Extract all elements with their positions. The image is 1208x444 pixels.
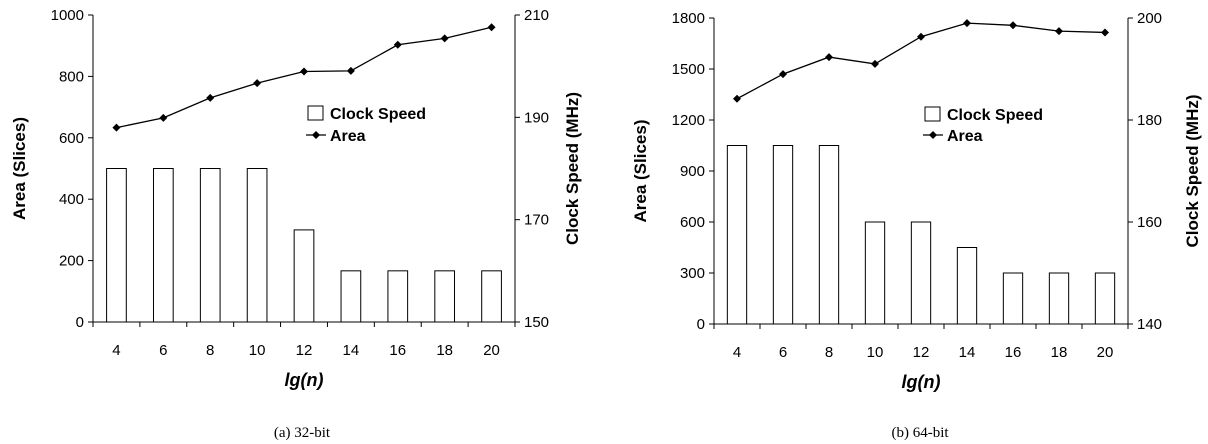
chart-caption: (b) 64-bit [891,425,949,441]
x-tick-label: 8 [206,342,214,359]
x-tick-label: 4 [112,342,120,359]
y-left-tick-label: 900 [680,163,705,180]
y-axis-left-label: Area (Slices) [631,120,650,223]
x-tick-label: 12 [296,342,313,359]
x-tick-label: 16 [389,342,406,359]
y-right-tick-label: 190 [524,109,549,126]
x-tick-label: 18 [436,342,453,359]
marker-area-18 [1055,27,1063,36]
bar-clock-speed-12 [910,221,932,325]
y-left-tick-label: 300 [680,265,705,282]
bar-clock-speed-6 [152,168,174,323]
legend-label-area: Area [330,128,366,145]
x-tick-label: 16 [1005,344,1022,361]
y-left-tick-label: 1800 [672,10,705,27]
x-tick-label: 6 [159,342,167,359]
bar-clock-speed-6 [772,145,794,325]
bar-clock-speed-16 [387,270,409,323]
bar-clock-speed-18 [434,270,456,323]
x-tick-label: 6 [779,344,787,361]
marker-area-16 [393,40,402,49]
bar-clock-speed-8 [818,145,840,325]
bar-clock-speed-8 [199,168,221,323]
y-left-tick-label: 800 [59,68,84,85]
y-left-tick-label: 400 [59,191,84,208]
x-tick-label: 12 [913,344,930,361]
legend-label-clock-speed: Clock Speed [947,107,1043,124]
marker-area-4 [733,94,741,103]
bar-clock-speed-10 [864,221,886,325]
x-axis-label: lg(n) [902,372,941,392]
x-tick-label: 20 [483,342,500,359]
chart-caption: (a) 32-bit [274,425,331,441]
x-tick-label: 8 [825,344,833,361]
y-left-tick-label: 0 [76,314,84,331]
marker-area-20 [1101,28,1109,37]
x-axis-label: lg(n) [285,370,324,390]
legend-swatch-clock-speed [307,105,324,121]
marker-area-16 [1009,21,1017,30]
y-right-tick-label: 210 [524,7,549,24]
y-right-tick-label: 150 [524,314,549,331]
x-tick-label: 14 [343,342,360,359]
legend-swatch-area-marker [929,131,937,139]
bar-clock-speed-18 [1048,272,1070,325]
marker-area-8 [825,53,833,62]
bar-clock-speed-10 [246,168,268,323]
y-right-tick-label: 180 [1137,112,1162,129]
y-left-tick-label: 600 [59,130,84,147]
legend-box [304,102,459,145]
y-right-tick-label: 170 [524,212,549,229]
bar-clock-speed-14 [956,247,978,325]
marker-area-12 [917,32,925,41]
y-axis-right-label: Clock Speed (MHz) [563,92,582,245]
x-tick-label: 20 [1097,344,1114,361]
legend-swatch-clock-speed [924,106,941,122]
bar-clock-speed-12 [293,229,315,323]
bar-clock-speed-4 [106,168,127,323]
legend-label-area: Area [947,128,983,145]
marker-area-20 [487,23,496,32]
chart-panel-32bit: 0 200 400 600 800 1000 150 170 190 210 4 6 8 10 12 14 16… [10,7,582,441]
y-left-tick-label: 200 [59,253,84,270]
y-right-tick-label: 200 [1137,10,1162,27]
y-axis-right-label: Clock Speed (MHz) [1183,94,1202,247]
x-tick-label: 14 [959,344,976,361]
y-left-tick-label: 1000 [51,7,84,24]
marker-area-8 [206,93,215,102]
bar-clock-speed-4 [726,145,748,325]
bar-clock-speed-20 [1094,272,1116,325]
legend-label-clock-speed: Clock Speed [330,106,426,123]
marker-area-14 [346,66,355,75]
x-tick-label: 18 [1051,344,1068,361]
marker-area-10 [871,59,879,68]
y-left-tick-label: 600 [680,214,705,231]
bar-clock-speed-14 [340,270,362,323]
bar-clock-speed-16 [1002,272,1024,325]
y-right-tick-label: 140 [1137,316,1162,333]
marker-area-4 [112,123,121,132]
y-left-tick-label: 0 [697,316,705,333]
x-tick-label: 10 [249,342,266,359]
marker-area-18 [440,34,449,43]
marker-area-6 [159,113,168,122]
y-axis-left-label: Area (Slices) [10,117,29,220]
y-right-tick-label: 160 [1137,214,1162,231]
marker-area-12 [300,67,308,76]
chart-panel-64bit: 0 300 600 900 1200 1500 1800 140 160 180 200 4 6 8 10 1… [631,10,1202,441]
x-tick-label: 4 [733,344,741,361]
x-tick-label: 10 [867,344,884,361]
marker-area-6 [779,70,787,79]
bar-clock-speed-20 [481,270,502,323]
legend-box [921,103,1083,146]
marker-area-10 [253,79,262,88]
y-left-tick-label: 1500 [672,61,705,78]
legend-swatch-area-marker [312,131,320,139]
marker-area-14 [963,19,971,28]
y-left-tick-label: 1200 [672,112,705,129]
